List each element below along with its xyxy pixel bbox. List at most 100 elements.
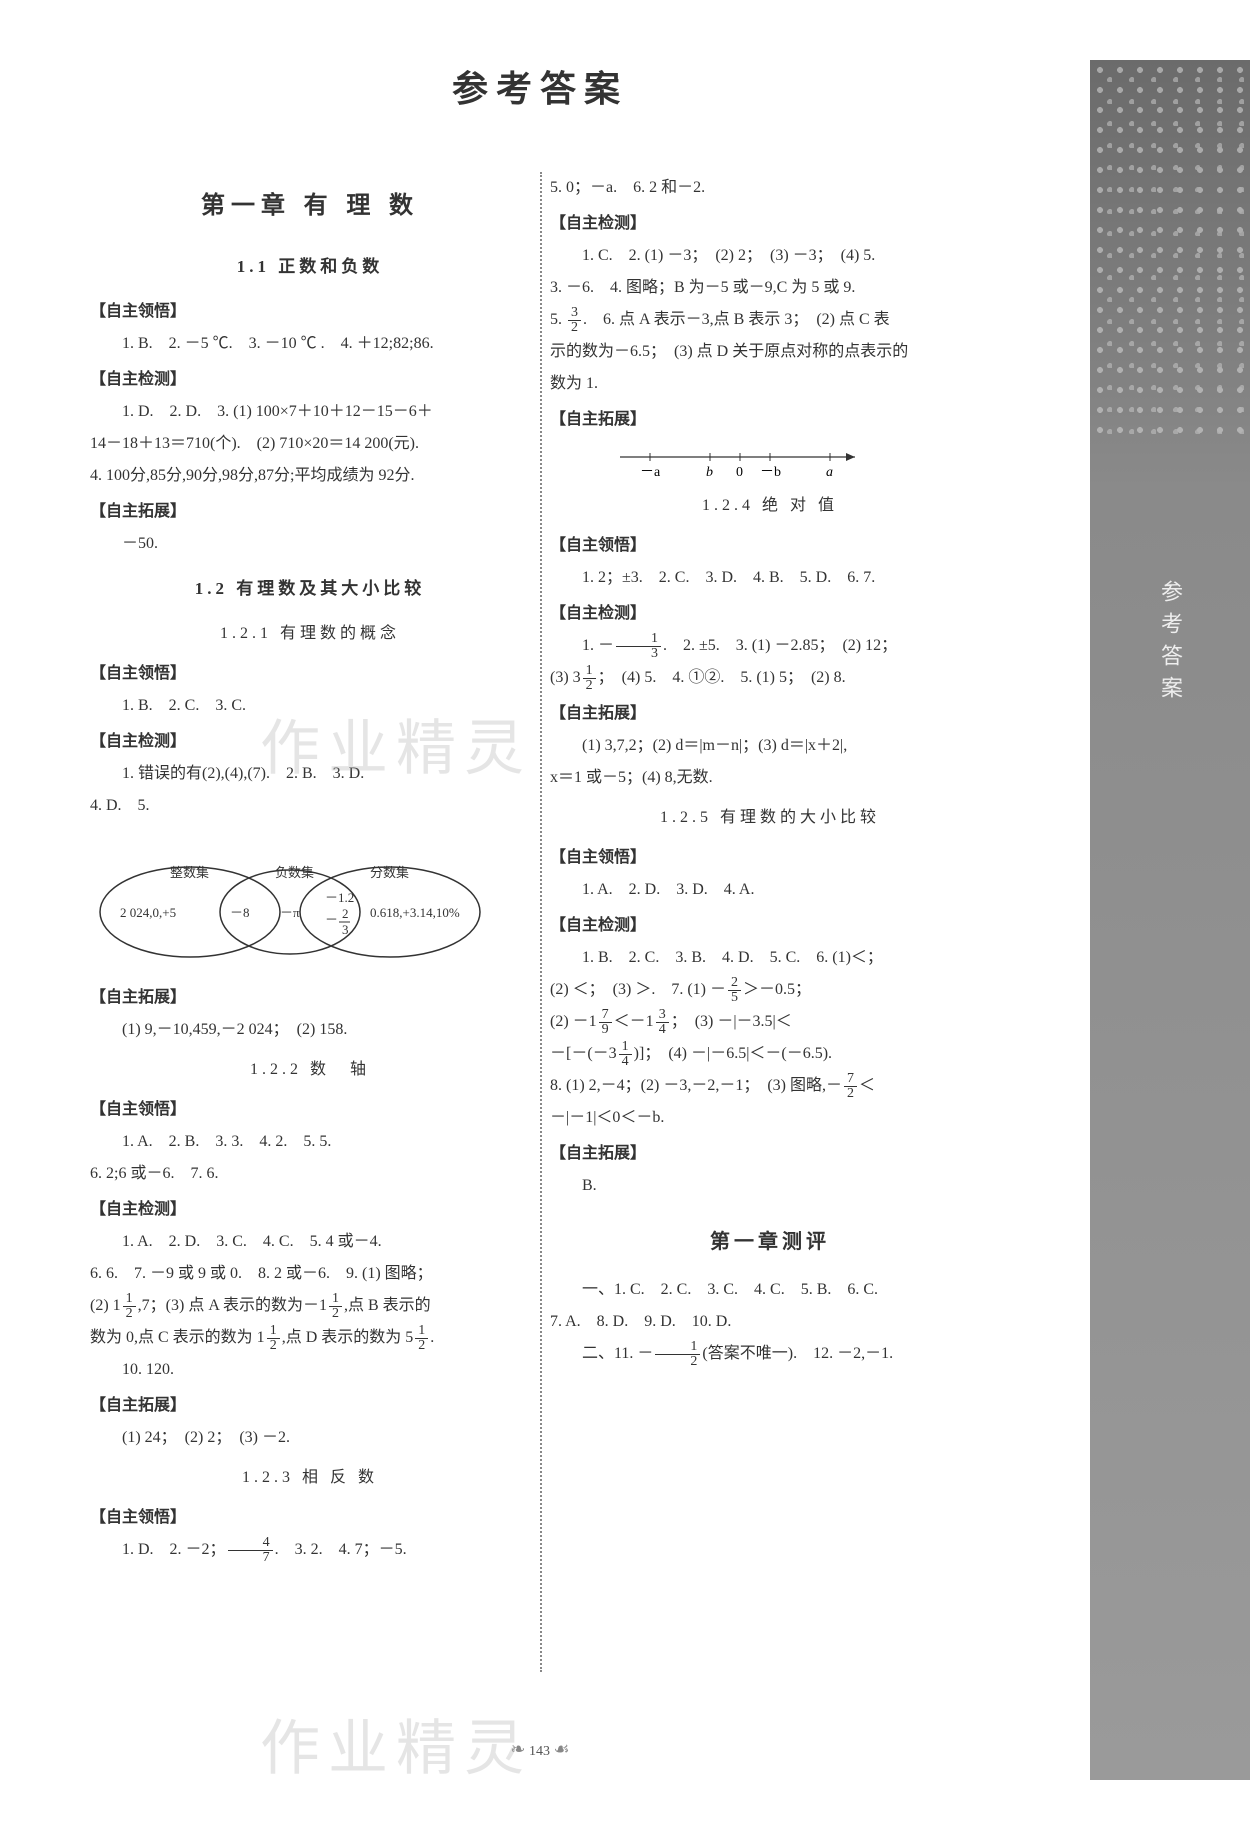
venn-neg-frac-1: －1.2 [325,890,354,905]
answer-text: 6. 6. 7. －9 或 9 或 0. 8. 2 或－6. 9. (1) 图略… [90,1258,530,1290]
pagenum-ornament-icon: ❧ [510,1739,525,1759]
answer-text: (2) 1 [90,1297,121,1314]
sidebar-label: 参考答案 [1154,580,1186,708]
block-label: 【自主检测】 [550,208,990,240]
answer-text: －[－(－314)]； (4) －|－6.5|＜－(－6.5). [550,1038,990,1070]
pagenum-ornament-icon: ☙ [553,1739,569,1759]
answer-text: ,点 D 表示的数为 5 [282,1329,414,1346]
left-column: 第一章 有 理 数 1.1 正数和负数 【自主领悟】 1. B. 2. －5 ℃… [90,172,530,1566]
venn-neg-frac-2d: 3 [342,922,349,937]
two-column-layout: 第一章 有 理 数 1.1 正数和负数 【自主领悟】 1. B. 2. －5 ℃… [90,172,990,1566]
nl-label: －a [640,465,661,480]
answer-text: x＝1 或－5；(4) 8,无数. [550,762,990,794]
answer-text: (2) －179＜－134； (3) －|－3.5|＜ [550,1006,990,1038]
answer-text: 5. 32. 6. 点 A 表示－3,点 B 表示 3； (2) 点 C 表 [550,304,990,336]
subsection-1-2-5-title: 1.2.5 有理数的大小比较 [550,802,990,834]
answer-text: 1. A. 2. B. 3. 3. 4. 2. 5. 5. [90,1126,530,1158]
main-title: 参考答案 [90,60,990,112]
answer-text: 6. 2;6 或－6. 7. 6. [90,1158,530,1190]
block-label: 【自主拓展】 [550,1138,990,1170]
nl-label: b [706,465,713,480]
answer-text: ； (4) 5. 4. ①②. 5. (1) 5； (2) 8. [598,669,846,686]
answer-text: )]； (4) －|－6.5|＜－(－6.5). [634,1045,832,1062]
answer-text: 3. －6. 4. 图略；B 为－5 或－9,C 为 5 或 9. [550,272,990,304]
answer-text: 4. D. 5. [90,790,530,822]
fraction: 72 [844,1072,857,1101]
column-divider [540,172,542,1672]
answer-text: . 2. ±5. 3. (1) －2.85； (2) 12； [663,637,897,654]
venn-diagram: 整数集 负数集 分数集 2 024,0,+5 －8 －π －1.2 － 2 3 … [90,832,490,972]
answer-text: 8. (1) 2,－4；(2) －3,－2,－1； (3) 图略,－ [550,1077,842,1094]
venn-int-label: 整数集 [170,865,209,880]
block-label: 【自主拓展】 [550,404,990,436]
block-label: 【自主检测】 [90,1194,530,1226]
fraction: 12 [329,1292,342,1321]
venn-frac-only: 0.618,+3.14,10% [370,905,460,920]
subsection-1-2-4-title: 1.2.4 绝 对 值 [550,490,990,522]
answer-text: 5. [550,311,566,328]
nl-label: 0 [736,465,743,480]
number-line: －a b 0 －b a [610,442,870,482]
block-label: 【自主拓展】 [90,1390,530,1422]
answer-text: 1. A. 2. D. 3. D. 4. A. [550,874,990,906]
fraction: 12 [123,1292,136,1321]
answer-text: . 6. 点 A 表示－3,点 B 表示 3； (2) 点 C 表 [583,311,890,328]
subsection-1-2-2-title: 1.2.2 数 轴 [90,1054,530,1086]
answer-text: 一、1. C. 2. C. 3. C. 4. C. 5. B. 6. C. [550,1274,990,1306]
test-title: 第一章测评 [550,1222,990,1262]
venn-int-only: 2 024,0,+5 [120,905,176,920]
answer-text: 1. 2；±3. 2. C. 3. D. 4. B. 5. D. 6. 7. [550,562,990,594]
fraction: 25 [728,976,741,1005]
answer-text: (1) 24； (2) 2； (3) －2. [90,1422,530,1454]
fraction: 34 [656,1008,669,1037]
section-1-1-title: 1.1 正数和负数 [90,250,530,284]
answer-text: －[－(－3 [550,1045,617,1062]
block-label: 【自主拓展】 [550,698,990,730]
answer-text: ,7；(3) 点 A 表示的数为－1 [138,1297,327,1314]
answer-text: 8. (1) 2,－4；(2) －3,－2,－1； (3) 图略,－72＜ [550,1070,990,1102]
fraction: 12 [267,1324,280,1353]
answer-text: 1. B. 2. C. 3. B. 4. D. 5. C. 6. (1)＜； [550,942,990,974]
answer-text: 1. － [582,637,614,654]
answer-text: (3) 3 [550,669,581,686]
page-number: ❧ 143 ☙ [510,1739,569,1760]
answer-text: (2) －1 [550,1013,597,1030]
block-label: 【自主检测】 [550,910,990,942]
pagenum-value: 143 [529,1744,550,1759]
chapter-title: 第一章 有 理 数 [90,182,530,230]
right-column: 5. 0；－a. 6. 2 和－2. 【自主检测】 1. C. 2. (1) －… [550,172,990,1566]
nl-label: a [826,465,833,480]
block-label: 【自主检测】 [550,598,990,630]
answer-text: ； (3) －|－3.5|＜ [671,1013,792,1030]
section-1-2-title: 1.2 有理数及其大小比较 [90,572,530,606]
answer-text: 示的数为－6.5； (3) 点 D 关于原点对称的点表示的 [550,336,990,368]
answer-text: 1. D. 2. D. 3. (1) 100×7＋10＋12－15－6＋ [90,396,530,428]
answer-text: (2) ＜； (3) ＞. 7. (1) －25＞－0.5； [550,974,990,1006]
answer-text: (答案不唯一). 12. －2,－1. [702,1345,893,1362]
answer-text: ,点 B 表示的 [344,1297,431,1314]
fraction: 12 [655,1340,700,1369]
fraction: 14 [619,1040,632,1069]
block-label: 【自主拓展】 [90,496,530,528]
block-label: 【自主领悟】 [90,1094,530,1126]
fraction: 13 [616,632,661,661]
fraction: 47 [228,1536,273,1565]
block-label: 【自主检测】 [90,726,530,758]
venn-int-neg: －8 [230,905,250,920]
answer-text: 数为 1. [550,368,990,400]
block-label: 【自主领悟】 [90,658,530,690]
answer-text: 10. 120. [90,1354,530,1386]
answer-text: ＜ [859,1077,875,1094]
answer-text: 二、11. －12(答案不唯一). 12. －2,－1. [550,1338,990,1370]
fraction: 79 [599,1008,612,1037]
answer-text: (1) 3,7,2；(2) d＝|m－n|；(3) d＝|x＋2|, [550,730,990,762]
venn-neg-frac-2n: 2 [342,906,349,921]
sidebar-strip: 参考答案 [1090,60,1250,1780]
block-label: 【自主领悟】 [550,842,990,874]
answer-text: (2) 112,7；(3) 点 A 表示的数为－112,点 B 表示的 [90,1290,530,1322]
answer-text: 5. 0；－a. 6. 2 和－2. [550,172,990,204]
sidebar-dots-pattern [1090,60,1250,440]
fraction: 12 [583,664,596,693]
answer-text: 数为 0,点 C 表示的数为 1 [90,1329,265,1346]
answer-text: 7. A. 8. D. 9. D. 10. D. [550,1306,990,1338]
